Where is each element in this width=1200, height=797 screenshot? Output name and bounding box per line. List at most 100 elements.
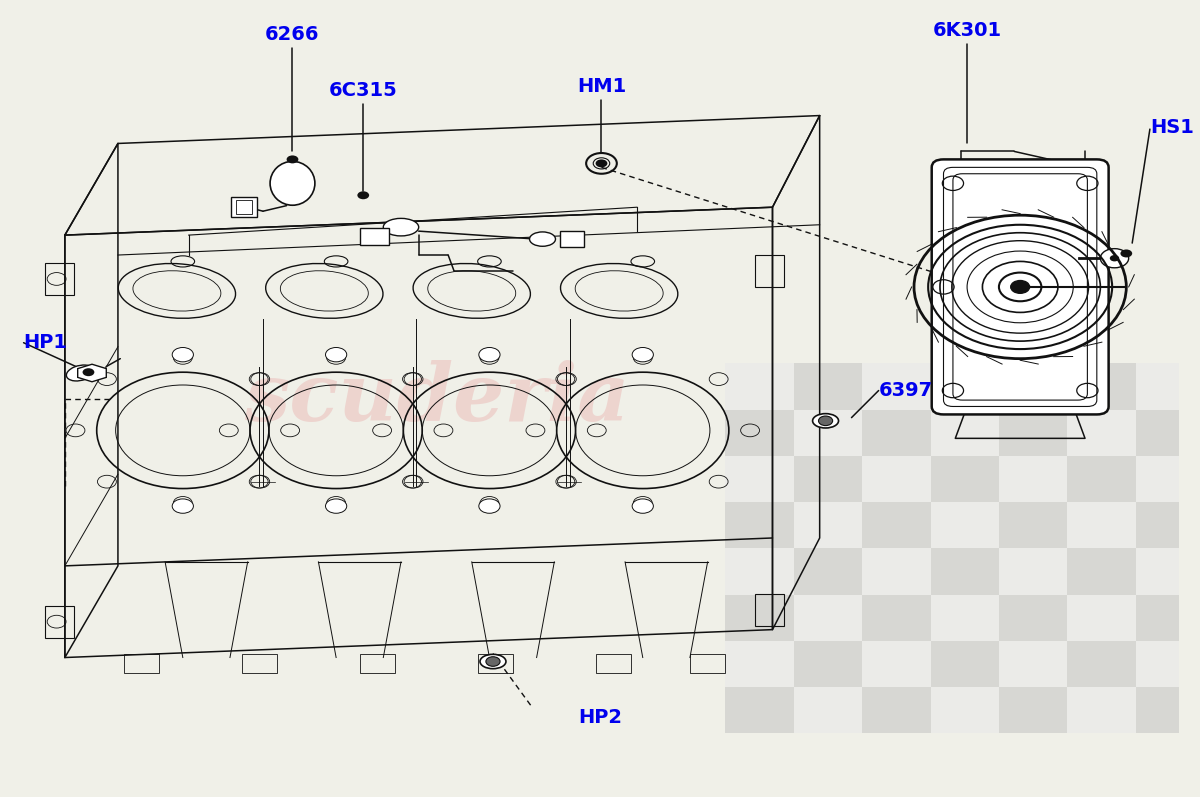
Text: 6397: 6397 <box>878 381 932 400</box>
Bar <box>862 363 930 410</box>
Bar <box>998 363 1067 410</box>
Bar <box>1135 502 1200 548</box>
Circle shape <box>818 416 833 426</box>
Ellipse shape <box>270 161 314 206</box>
Circle shape <box>479 347 500 362</box>
Circle shape <box>1100 249 1129 268</box>
Bar <box>793 641 862 687</box>
Bar <box>236 200 252 214</box>
Bar <box>793 363 862 410</box>
Ellipse shape <box>383 218 419 236</box>
Bar <box>755 594 785 626</box>
Bar <box>930 456 998 502</box>
Bar <box>930 595 998 641</box>
Ellipse shape <box>66 365 94 381</box>
Text: HP1: HP1 <box>24 333 67 352</box>
Circle shape <box>479 499 500 513</box>
Bar <box>725 363 793 410</box>
Bar <box>930 410 998 456</box>
Ellipse shape <box>812 414 839 428</box>
Bar <box>360 228 389 245</box>
Circle shape <box>486 657 500 666</box>
Bar <box>725 687 793 733</box>
Circle shape <box>632 499 653 513</box>
Bar <box>793 410 862 456</box>
Bar <box>44 263 74 295</box>
Bar <box>1135 641 1200 687</box>
Bar <box>241 654 277 673</box>
Bar <box>862 410 930 456</box>
Bar <box>1135 456 1200 502</box>
Bar <box>1067 456 1135 502</box>
Ellipse shape <box>529 232 556 246</box>
Bar <box>1067 687 1135 733</box>
Bar <box>1135 595 1200 641</box>
Bar <box>1067 410 1135 456</box>
Circle shape <box>325 347 347 362</box>
Bar <box>1067 502 1135 548</box>
Bar <box>1135 363 1200 410</box>
Bar <box>793 502 862 548</box>
Bar <box>862 456 930 502</box>
Bar <box>930 363 998 410</box>
Bar <box>1067 595 1135 641</box>
Bar <box>862 502 930 548</box>
Bar <box>793 456 862 502</box>
Circle shape <box>1110 255 1120 261</box>
Bar <box>478 654 514 673</box>
Bar <box>930 687 998 733</box>
Bar <box>862 548 930 595</box>
Text: 6C315: 6C315 <box>329 80 397 100</box>
Circle shape <box>1010 281 1030 293</box>
Bar <box>1135 410 1200 456</box>
Bar <box>44 606 74 638</box>
Text: HP2: HP2 <box>578 708 622 727</box>
Bar <box>725 595 793 641</box>
Circle shape <box>172 499 193 513</box>
Bar <box>998 595 1067 641</box>
Text: 6K301: 6K301 <box>932 21 1002 40</box>
Bar <box>1067 641 1135 687</box>
Text: HS1: HS1 <box>1150 118 1194 137</box>
Bar <box>595 654 631 673</box>
Bar <box>793 595 862 641</box>
Circle shape <box>595 159 607 167</box>
Bar <box>998 502 1067 548</box>
FancyBboxPatch shape <box>931 159 1109 414</box>
Bar <box>725 456 793 502</box>
Text: scuderia: scuderia <box>244 359 629 438</box>
Circle shape <box>83 368 95 376</box>
Bar <box>1067 363 1135 410</box>
Bar <box>930 502 998 548</box>
Circle shape <box>325 499 347 513</box>
Bar <box>862 595 930 641</box>
Bar <box>998 641 1067 687</box>
Text: HM1: HM1 <box>577 77 626 96</box>
Bar <box>862 687 930 733</box>
Bar <box>560 231 583 247</box>
Bar <box>998 687 1067 733</box>
Bar <box>930 641 998 687</box>
Bar <box>998 548 1067 595</box>
Bar <box>793 548 862 595</box>
Bar <box>725 641 793 687</box>
Circle shape <box>358 191 370 199</box>
Bar <box>232 197 257 217</box>
Bar <box>755 255 785 287</box>
Ellipse shape <box>480 654 506 669</box>
Polygon shape <box>78 364 107 382</box>
Bar <box>998 410 1067 456</box>
Bar <box>690 654 725 673</box>
Circle shape <box>287 155 299 163</box>
Bar <box>725 502 793 548</box>
Text: 6266: 6266 <box>265 25 319 44</box>
Circle shape <box>172 347 193 362</box>
Bar <box>725 548 793 595</box>
Circle shape <box>998 273 1042 301</box>
Bar <box>1135 548 1200 595</box>
Bar <box>1135 687 1200 733</box>
Bar <box>360 654 395 673</box>
Bar <box>930 548 998 595</box>
Bar <box>862 641 930 687</box>
Bar <box>793 687 862 733</box>
